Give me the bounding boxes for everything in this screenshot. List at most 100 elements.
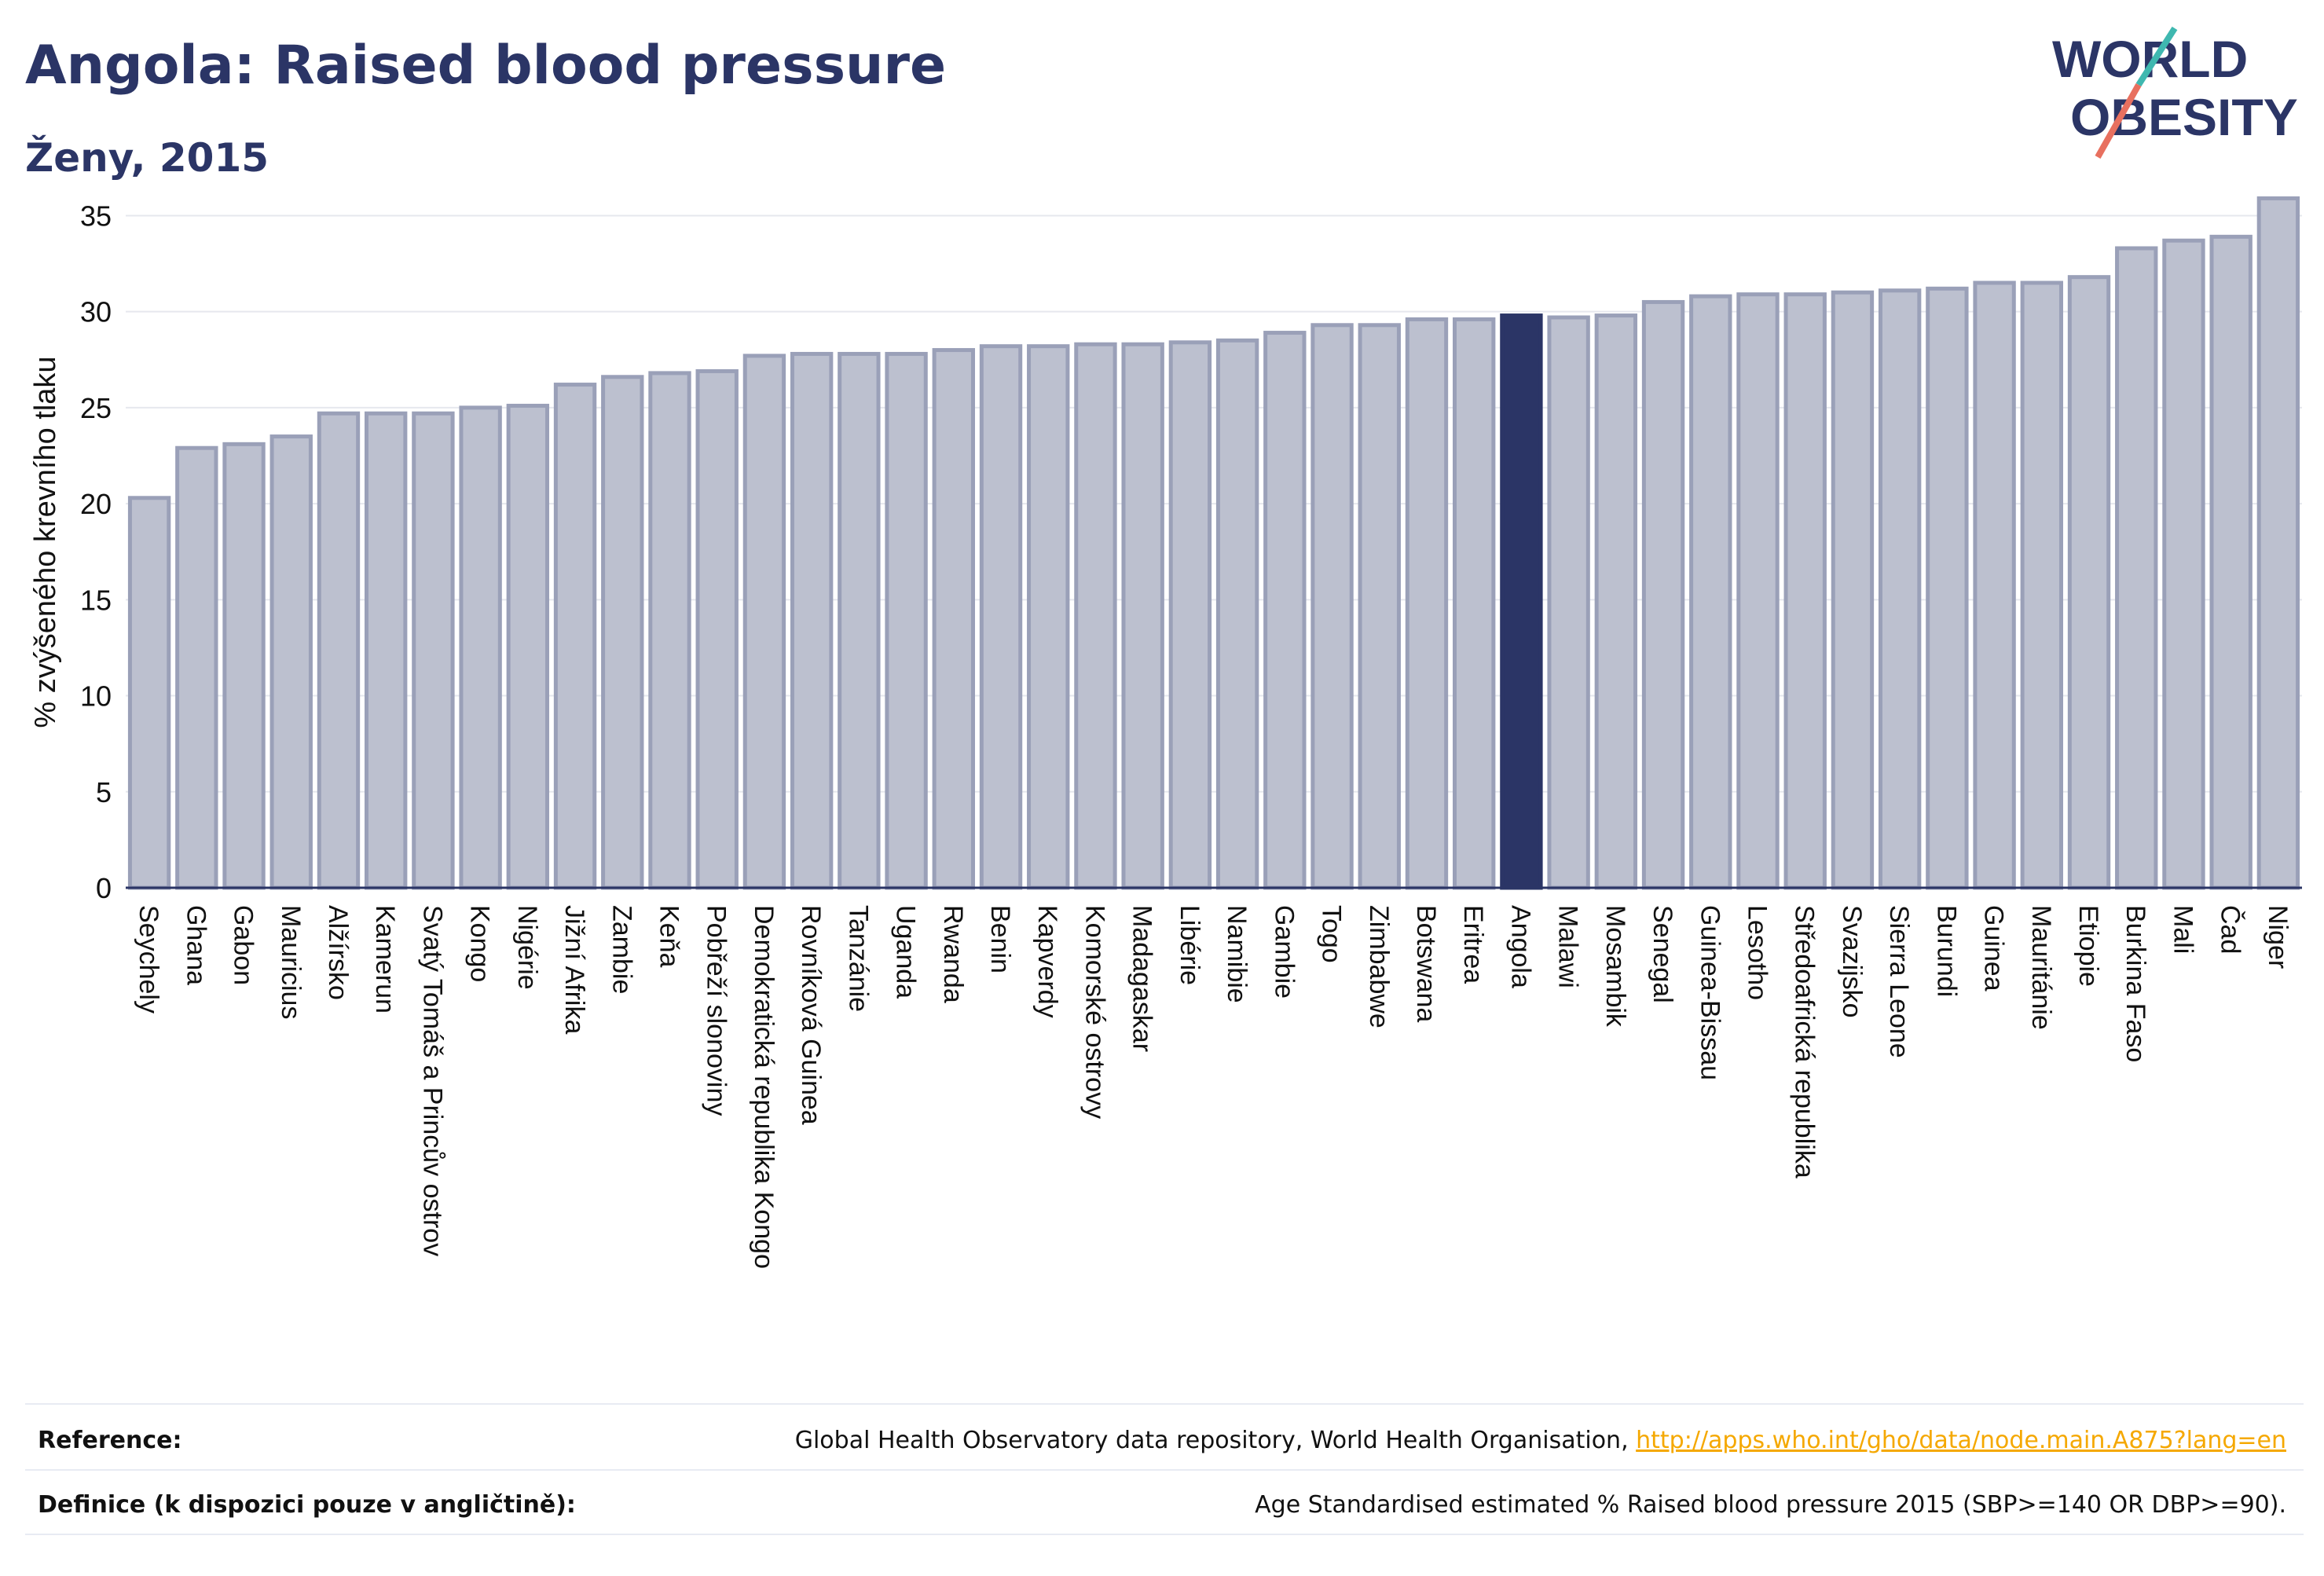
bar[interactable] [2162,238,2205,890]
x-tick-label: Libérie [1175,905,1204,985]
bar[interactable] [365,411,408,890]
x-tick-label: Tanzánie [843,905,873,1012]
bar[interactable] [601,375,644,890]
bar[interactable] [412,411,455,890]
reference-text: Global Health Observatory data repositor… [795,1427,2286,1454]
bar[interactable] [506,403,550,890]
bar[interactable] [2209,234,2253,890]
x-tick-label: Keňa [654,905,684,967]
x-tick-label: Benin [985,905,1015,973]
bar[interactable] [1453,317,1496,890]
y-tick-label: 5 [96,776,112,808]
x-tick-label: Etiopie [2073,905,2103,987]
x-tick-label: Ghana [181,905,211,985]
x-tick-labels: Seychely Ghana Gabon Mauricius Alžírsko Kamer… [134,905,2293,1269]
x-tick-label: Guinea-Bissau [1695,905,1725,1080]
logo-line-1: WORLD [2052,30,2248,88]
footer-divider-bottom [25,1534,2304,1535]
bar[interactable] [1027,344,1070,890]
y-tick-label: 15 [80,584,112,616]
bar[interactable] [790,351,834,890]
bar[interactable] [1926,286,1969,890]
bar[interactable] [1405,317,1449,890]
bars [127,196,2300,890]
x-tick-label: Zambie [607,905,636,994]
x-tick-label: Gambie [1269,905,1299,999]
bar[interactable] [1783,292,1827,890]
bar[interactable] [1215,338,1259,890]
x-tick-label: Eritrea [1458,905,1488,984]
logo-slash-teal [2135,26,2178,87]
bar[interactable] [1878,288,1922,890]
definition-label: Definice (k dispozici pouze v angličtině… [38,1491,576,1519]
bar[interactable] [742,354,786,890]
x-tick-label: Guinea [1979,905,2009,991]
bar[interactable] [1736,292,1780,890]
bar[interactable] [979,344,1023,890]
bar[interactable] [459,405,502,890]
x-tick-label: Kamerun [370,905,400,1013]
bar[interactable] [269,434,313,890]
x-tick-label: Kapverdy [1032,905,1062,1018]
x-tick-label: Zimbabwe [1364,905,1394,1028]
x-tick-label: Nigérie [512,905,542,990]
bar[interactable] [2020,280,2063,890]
bar[interactable] [127,496,171,890]
bar[interactable] [838,351,881,890]
page-subtitle: Ženy, 2015 [25,135,269,181]
bar[interactable] [553,383,597,890]
x-tick-label: Seychely [134,905,163,1013]
bar[interactable] [1689,294,1732,890]
x-tick-label: Uganda [891,905,921,999]
x-tick-label: Burundi [1931,905,1961,997]
bar[interactable] [695,368,739,890]
bar[interactable] [2067,275,2111,890]
bar[interactable] [1074,342,1117,890]
bar[interactable] [2256,196,2300,890]
x-tick-label: Jižní Afrika [559,905,589,1034]
y-tick-label: 10 [80,680,112,713]
bar[interactable] [648,371,691,890]
bar[interactable] [932,348,975,890]
bar[interactable] [1121,342,1164,890]
bar[interactable] [1358,323,1401,890]
world-obesity-logo: WORLD OBESITY [2052,26,2298,159]
bar-chart: 0 5 10 15 20 25 30 35 Seychely Ghana Gabon Maurici… [29,196,2302,1269]
footer-divider-middle [25,1469,2304,1471]
x-tick-label: Senegal [1648,905,1677,1003]
bar[interactable] [175,445,218,890]
bar[interactable] [1831,290,1875,890]
x-tick-label: Středoafrická republika [1790,905,1820,1178]
bar[interactable] [1547,315,1590,890]
footer-divider-top [25,1403,2304,1405]
x-tick-label: Sierra Leone [1884,905,1914,1058]
bar[interactable] [1500,313,1543,890]
x-tick-label: Togo [1317,905,1347,963]
bar[interactable] [1641,299,1685,890]
x-tick-label: Lesotho [1743,905,1772,1000]
x-tick-label: Čad [2216,905,2245,954]
x-tick-label: Komorské ostrovy [1080,905,1109,1119]
y-tick-label: 25 [80,392,112,424]
bar[interactable] [1168,340,1212,890]
bar[interactable] [317,411,361,890]
x-tick-label: Svatý Tomáš a Princův ostrov [417,905,447,1256]
bar[interactable] [1594,313,1638,890]
y-tick-label: 35 [80,200,112,232]
bar[interactable] [1263,331,1307,890]
page-title: Angola: Raised blood pressure [25,35,947,97]
bar[interactable] [222,442,266,890]
x-tick-label: Rwanda [938,905,968,1003]
reference-link[interactable]: http://apps.who.int/gho/data/node.main.A… [1636,1427,2286,1454]
x-tick-label: Mauritánie [2026,905,2056,1030]
y-tick-label: 0 [96,872,112,904]
bar[interactable] [1310,323,1354,890]
reference-source: Global Health Observatory data repositor… [794,1427,1637,1454]
bar[interactable] [885,351,928,890]
x-tick-label: Madagaskar [1127,905,1157,1052]
bar[interactable] [2115,246,2158,890]
y-tick-label: 20 [80,488,112,520]
x-tick-label: Pobřeží slonoviny [702,905,731,1116]
bar[interactable] [1973,280,2016,890]
x-tick-label: Gabon [229,905,258,985]
